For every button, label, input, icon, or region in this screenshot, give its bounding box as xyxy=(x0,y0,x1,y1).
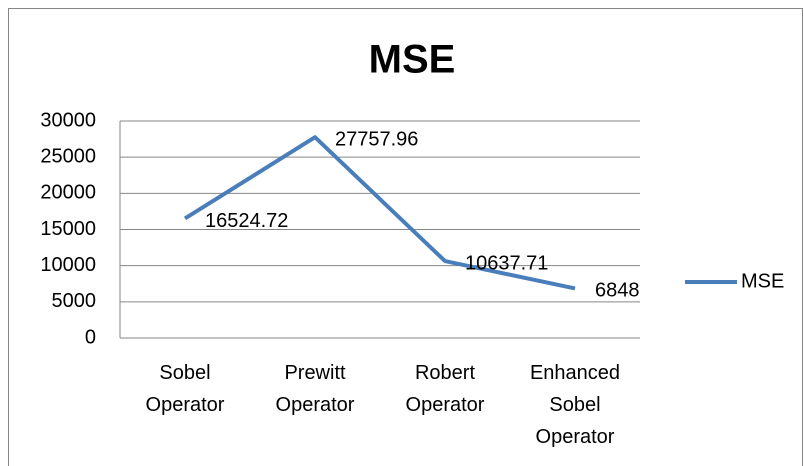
data-label: 16524.72 xyxy=(205,210,288,232)
y-tick-label: 5000 xyxy=(52,290,97,312)
line-series xyxy=(183,135,576,291)
data-label: 10637.71 xyxy=(465,252,548,274)
x-tick-label: Robert Operator xyxy=(406,362,485,416)
chart-frame xyxy=(8,8,803,466)
y-tick-label: 0 xyxy=(85,326,96,348)
x-tick-label: Enhanced Sobel Operator xyxy=(530,362,620,448)
legend-label: MSE xyxy=(741,270,784,292)
x-tick-label: Prewitt Operator xyxy=(276,362,355,416)
y-tick-label: 30000 xyxy=(40,109,96,131)
y-tick-label: 20000 xyxy=(40,182,96,204)
x-tick-label: Sobel Operator xyxy=(146,362,225,416)
data-label: 6848 xyxy=(595,280,640,302)
chart-title: MSE xyxy=(369,38,456,82)
y-tick-label: 15000 xyxy=(40,218,96,240)
data-label: 27757.96 xyxy=(335,128,418,150)
y-tick-label: 10000 xyxy=(40,254,96,276)
y-tick-label: 25000 xyxy=(40,145,96,167)
